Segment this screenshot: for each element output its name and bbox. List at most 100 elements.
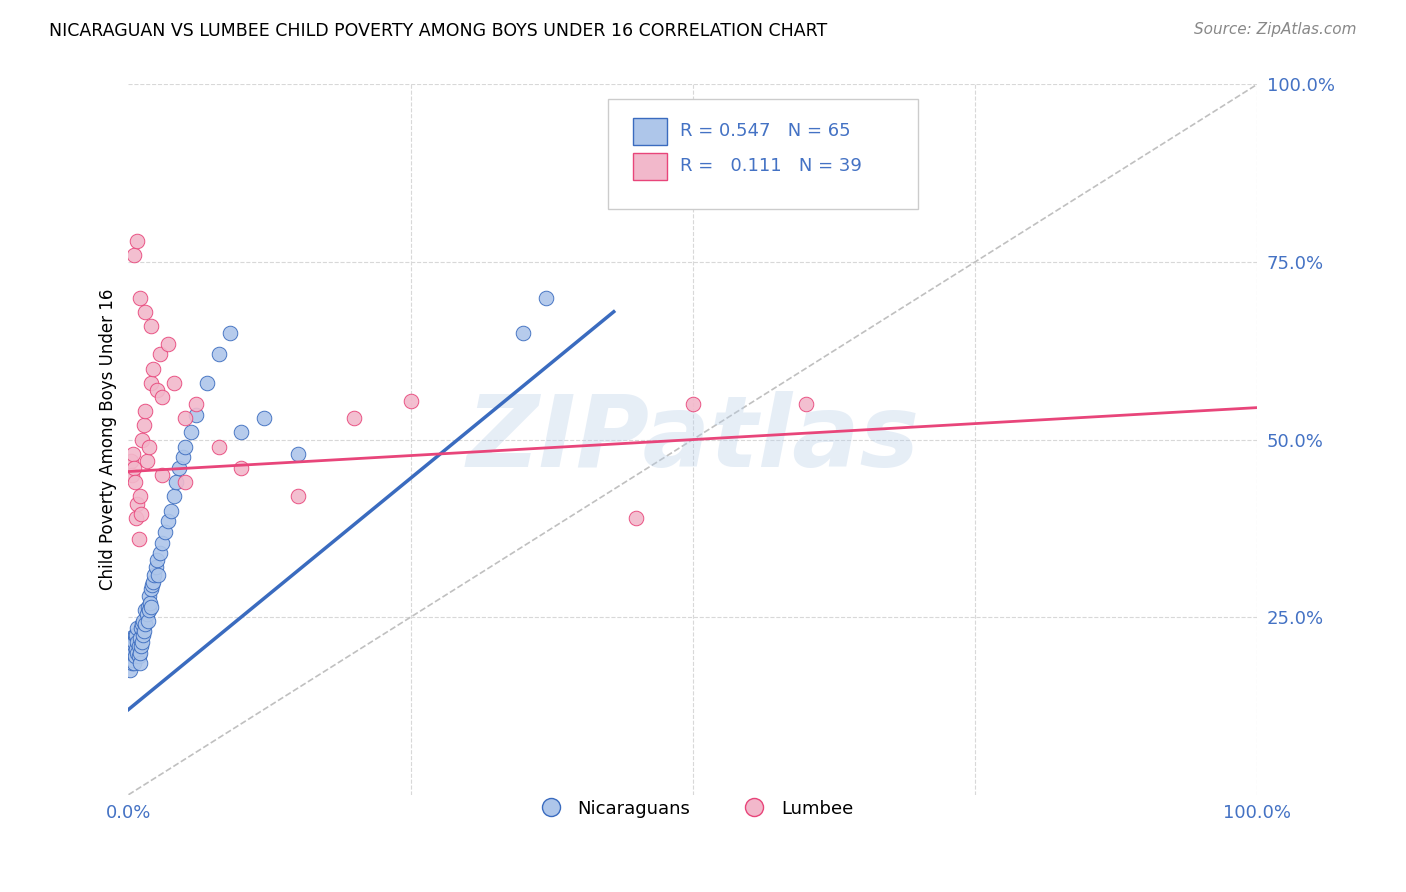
Point — [136, 614, 159, 628]
Point — [128, 639, 150, 653]
Point — [167, 461, 190, 475]
Text: NICARAGUAN VS LUMBEE CHILD POVERTY AMONG BOYS UNDER 16 CORRELATION CHART: NICARAGUAN VS LUMBEE CHILD POVERTY AMONG… — [49, 22, 828, 40]
FancyBboxPatch shape — [609, 99, 918, 209]
Point — [128, 632, 150, 646]
Point — [122, 639, 145, 653]
Bar — [633, 153, 666, 180]
Point — [120, 632, 142, 646]
Point — [128, 646, 150, 660]
Text: R = 0.547   N = 65: R = 0.547 N = 65 — [681, 121, 851, 140]
Point — [208, 440, 231, 454]
Point — [128, 657, 150, 671]
Point — [153, 524, 176, 539]
Point — [150, 468, 173, 483]
Text: R =   0.111   N = 39: R = 0.111 N = 39 — [681, 157, 862, 175]
Text: ZIPatlas: ZIPatlas — [467, 391, 920, 488]
Point — [138, 440, 160, 454]
Point — [174, 411, 197, 425]
Point — [180, 425, 202, 440]
Point — [626, 510, 648, 524]
Y-axis label: Child Poverty Among Boys Under 16: Child Poverty Among Boys Under 16 — [100, 289, 117, 591]
Point — [129, 507, 152, 521]
Point — [121, 657, 143, 671]
Point — [143, 567, 166, 582]
Bar — [633, 118, 666, 145]
Point — [141, 578, 163, 592]
Point — [127, 635, 149, 649]
Point — [121, 635, 143, 649]
Point — [253, 411, 276, 425]
Point — [139, 596, 162, 610]
Point — [287, 447, 309, 461]
Point — [197, 376, 219, 390]
Point — [127, 646, 149, 660]
Point — [134, 404, 156, 418]
Point — [124, 649, 146, 664]
Point — [134, 624, 156, 639]
Point — [145, 553, 167, 567]
Point — [142, 361, 165, 376]
Point — [135, 454, 157, 468]
Point — [287, 490, 309, 504]
Point — [125, 628, 148, 642]
Point — [139, 599, 162, 614]
Point — [186, 397, 208, 411]
Point — [136, 599, 159, 614]
Point — [120, 649, 142, 664]
Point — [125, 642, 148, 657]
Point — [128, 649, 150, 664]
Point — [343, 411, 366, 425]
Point — [139, 582, 162, 596]
Point — [162, 490, 184, 504]
Point — [172, 450, 194, 465]
Point — [138, 603, 160, 617]
Point — [146, 567, 169, 582]
Point — [134, 603, 156, 617]
Point — [122, 653, 145, 667]
Point — [122, 248, 145, 262]
Point — [127, 234, 149, 248]
Point — [139, 376, 162, 390]
Point — [134, 304, 156, 318]
Point — [134, 617, 156, 632]
Point — [534, 291, 557, 305]
Point — [129, 621, 152, 635]
Point — [135, 607, 157, 621]
Point — [122, 646, 145, 660]
Point — [121, 468, 143, 483]
Text: Source: ZipAtlas.com: Source: ZipAtlas.com — [1194, 22, 1357, 37]
Point — [128, 532, 150, 546]
Point — [399, 393, 422, 408]
Point — [231, 425, 253, 440]
Point — [122, 635, 145, 649]
Point — [682, 397, 704, 411]
Point — [150, 390, 173, 404]
Point — [162, 376, 184, 390]
Point — [160, 503, 183, 517]
Point — [131, 635, 153, 649]
Point — [150, 535, 173, 549]
Point — [139, 318, 162, 333]
Point — [186, 408, 208, 422]
Point — [124, 475, 146, 490]
Point — [156, 336, 179, 351]
Point — [127, 496, 149, 510]
Point — [174, 440, 197, 454]
Point — [208, 347, 231, 361]
Point — [219, 326, 242, 340]
Point — [129, 639, 152, 653]
Point — [145, 560, 167, 574]
Point — [127, 621, 149, 635]
Point — [145, 383, 167, 397]
Point — [134, 418, 156, 433]
Point — [231, 461, 253, 475]
Point — [122, 461, 145, 475]
Point — [156, 514, 179, 528]
Point — [128, 291, 150, 305]
Point — [165, 475, 187, 490]
Point — [174, 475, 197, 490]
Point — [124, 628, 146, 642]
Point — [122, 447, 145, 461]
Point — [120, 454, 142, 468]
Point — [138, 589, 160, 603]
